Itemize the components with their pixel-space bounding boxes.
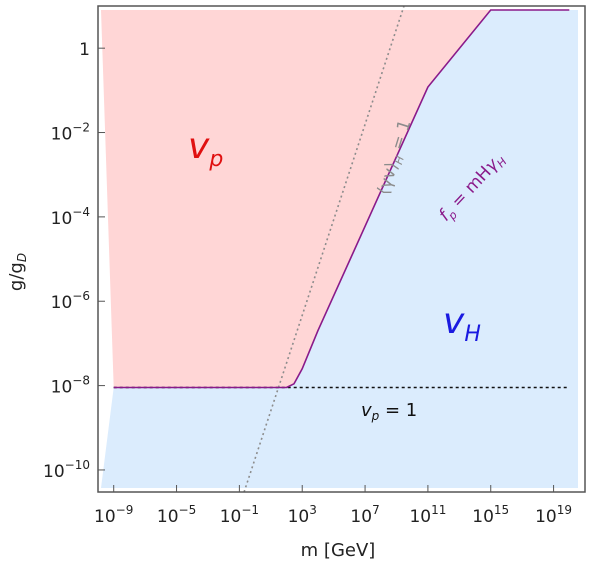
y-axis-label: g/gD bbox=[6, 253, 29, 291]
region-label-vh: vH bbox=[443, 301, 481, 347]
x-tick-label: 107 bbox=[350, 503, 379, 527]
x-tick-label: 1015 bbox=[472, 503, 509, 527]
region-vh bbox=[101, 10, 578, 488]
y-axis-ticks: 1 10−2 10−4 10−6 10−8 10−10 bbox=[43, 40, 105, 482]
label-vp-equals-1: vp = 1 bbox=[361, 400, 417, 423]
x-tick-label: 1011 bbox=[409, 503, 446, 527]
y-tick-label: 10−6 bbox=[51, 289, 90, 313]
x-tick-label: 103 bbox=[288, 503, 317, 527]
y-tick-label: 10−2 bbox=[51, 121, 90, 145]
y-tick-label: 10−10 bbox=[43, 458, 90, 482]
plot-area bbox=[101, 5, 578, 493]
plot-frame bbox=[97, 5, 586, 493]
x-tick-label: 10−5 bbox=[157, 503, 196, 527]
reference-line-gamma-v-equals-1 bbox=[243, 5, 405, 493]
y-tick-label: 10−4 bbox=[51, 205, 90, 229]
y-tick-label: 10−8 bbox=[51, 374, 90, 398]
x-axis-ticks: 10−9 10−5 10−1 103 107 1011 1015 1019 bbox=[94, 485, 572, 527]
x-tick-label: 10−9 bbox=[94, 503, 133, 527]
x-axis-label: m [GeV] bbox=[301, 540, 376, 561]
y-tick-label: 1 bbox=[79, 40, 90, 60]
region-vp bbox=[101, 10, 578, 388]
x-tick-label: 10−1 bbox=[220, 503, 259, 527]
boundary-line-fp bbox=[113, 9, 570, 389]
x-tick-label: 1019 bbox=[535, 503, 572, 527]
